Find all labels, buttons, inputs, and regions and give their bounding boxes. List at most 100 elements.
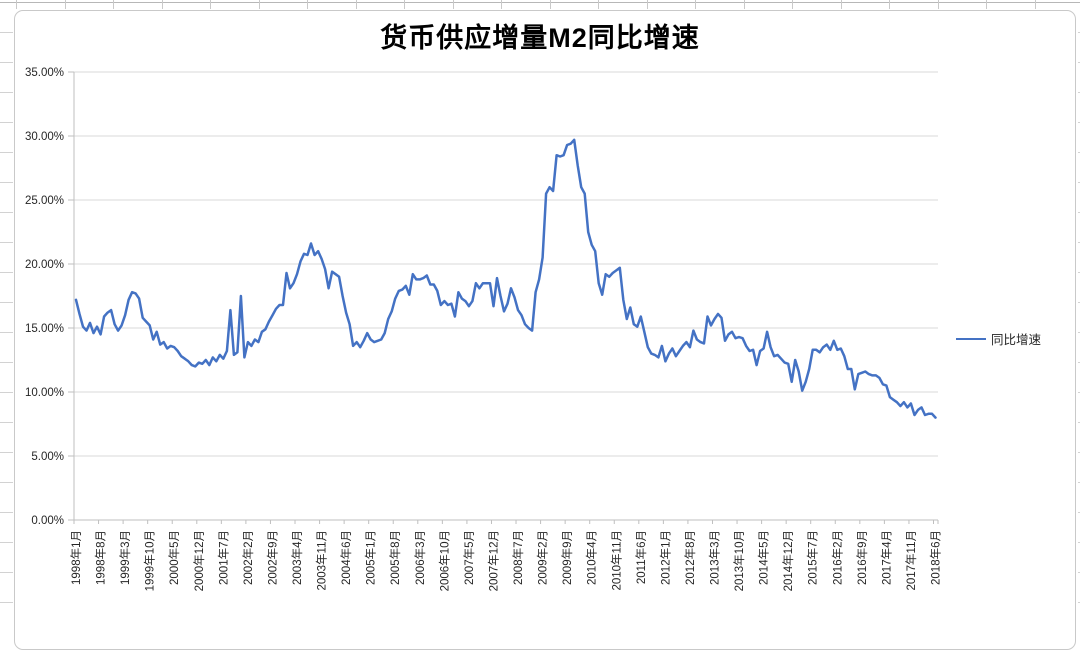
worksheet-row-gridline <box>0 392 13 393</box>
worksheet-row-gridline <box>1078 302 1080 303</box>
x-axis-label: 2006年10月 <box>437 530 451 591</box>
x-axis-label: 2009年2月 <box>536 530 550 585</box>
x-axis-label: 2004年6月 <box>339 530 353 585</box>
worksheet-row-gridline <box>1078 242 1080 243</box>
worksheet-row-gridline <box>0 32 13 33</box>
worksheet-column-gridline <box>1035 0 1036 9</box>
worksheet-row-gridline <box>0 422 13 423</box>
legend-line-sample-icon <box>956 337 986 340</box>
x-axis-label: 2012年8月 <box>683 530 697 585</box>
worksheet-row-gridline <box>0 512 13 513</box>
worksheet-row-gridline <box>1078 572 1080 573</box>
y-axis-label: 35.00% <box>25 67 64 79</box>
x-axis-label: 2000年5月 <box>167 530 181 585</box>
worksheet-row-gridline <box>0 482 13 483</box>
y-axis-label: 20.00% <box>25 259 64 271</box>
x-axis-label: 2009年9月 <box>560 530 574 585</box>
worksheet-row-gridline <box>0 302 13 303</box>
worksheet-row-gridline <box>1078 152 1080 153</box>
worksheet-row-gridline <box>0 122 13 123</box>
x-axis-label: 2015年7月 <box>806 530 820 585</box>
y-axis-label: 30.00% <box>25 131 64 143</box>
x-axis-label: 2007年5月 <box>462 530 476 585</box>
worksheet-row-gridline <box>1078 482 1080 483</box>
worksheet-column-gridline <box>356 0 357 9</box>
worksheet-row-gridline <box>0 602 13 603</box>
worksheet-column-gridline <box>453 0 454 9</box>
x-axis-label: 2002年2月 <box>241 530 255 585</box>
worksheet-row-gridline <box>1078 272 1080 273</box>
worksheet-column-gridline <box>162 0 163 9</box>
line-chart-plot-area: 0.00% 5.00% 10.00% 15.00% 20.00% 25.00% 30.00%… <box>25 67 943 591</box>
x-axis-label: 2005年1月 <box>364 530 378 585</box>
worksheet-column-gridline <box>550 0 551 9</box>
worksheet-row-gridline <box>0 572 13 573</box>
x-axis-label: 2008年7月 <box>511 530 525 585</box>
worksheet-row-gridline <box>0 272 13 273</box>
worksheet-row-gridline <box>1078 542 1080 543</box>
x-axis-label: 2005年8月 <box>388 530 402 585</box>
chart-title: 货币供应增量M2同比增速 <box>380 23 700 53</box>
worksheet-row-gridline <box>1078 62 1080 63</box>
worksheet-row-gridline <box>1078 182 1080 183</box>
x-axis-label: 2014年12月 <box>781 530 795 591</box>
worksheet-row-gridline <box>1078 212 1080 213</box>
worksheet-row-gridline <box>0 212 13 213</box>
worksheet-column-gridline <box>259 0 260 9</box>
worksheet-row-gridline <box>1078 452 1080 453</box>
worksheet-column-gridline <box>65 0 66 9</box>
x-axis-label: 2017年4月 <box>879 530 893 585</box>
x-axis-label: 1998年8月 <box>94 530 108 585</box>
chart-object-frame[interactable] <box>14 10 1076 650</box>
x-axis-label: 1998年1月 <box>69 530 83 585</box>
worksheet-row-gridline <box>0 242 13 243</box>
x-axis-label: 2016年2月 <box>830 530 844 585</box>
x-axis-label: 2001年7月 <box>216 530 230 585</box>
x-axis-label: 1999年10月 <box>143 530 157 591</box>
x-axis-label: 2011年6月 <box>634 530 648 584</box>
worksheet-row-gridline <box>0 332 13 333</box>
worksheet-column-gridline <box>113 0 114 9</box>
worksheet-row-gridline <box>1078 422 1080 423</box>
worksheet-row-gridline <box>1078 392 1080 393</box>
worksheet-column-gridline <box>647 0 648 9</box>
chart-legend[interactable]: 同比增速 <box>956 329 1041 348</box>
x-axis-label: 2017年11月 <box>904 530 918 591</box>
worksheet-row-gridline <box>0 2 1080 3</box>
worksheet-column-gridline <box>695 0 696 9</box>
x-axis-label: 2018年6月 <box>929 530 943 585</box>
worksheet-column-gridline <box>889 0 890 9</box>
worksheet-row-gridline <box>0 362 13 363</box>
worksheet-row-gridline <box>0 152 13 153</box>
worksheet-column-gridline <box>307 0 308 9</box>
worksheet-row-gridline <box>0 182 13 183</box>
x-axis-label: 2003年11月 <box>315 530 329 591</box>
x-axis-label: 2002年9月 <box>265 530 279 585</box>
x-axis-label: 2006年3月 <box>413 530 427 585</box>
legend-series-label: 同比增速 <box>991 333 1042 347</box>
worksheet-column-gridline <box>404 0 405 9</box>
y-axis-label: 5.00% <box>31 451 64 463</box>
worksheet-column-gridline <box>598 0 599 9</box>
worksheet-column-gridline <box>841 0 842 9</box>
x-axis-label: 2013年10月 <box>732 530 746 591</box>
y-axis-label: 15.00% <box>25 323 64 335</box>
worksheet-row-gridline <box>1078 602 1080 603</box>
worksheet-row-gridline <box>0 452 13 453</box>
x-axis-label: 2013年3月 <box>707 530 721 585</box>
worksheet-column-gridline <box>744 0 745 9</box>
x-axis-label: 2012年1月 <box>658 530 672 585</box>
y-axis-label: 10.00% <box>25 387 64 399</box>
x-axis-label: 2007年12月 <box>486 530 500 591</box>
worksheet-column-gridline <box>16 0 17 9</box>
data-series-line <box>74 138 937 419</box>
worksheet-column-gridline <box>210 0 211 9</box>
x-axis-label: 2000年12月 <box>192 530 206 591</box>
x-axis-label: 2010年4月 <box>585 530 599 585</box>
worksheet-row-gridline <box>0 542 13 543</box>
worksheet-column-gridline <box>986 0 987 9</box>
worksheet-row-gridline <box>0 92 13 93</box>
worksheet-row-gridline <box>1078 32 1080 33</box>
worksheet-row-gridline <box>1078 122 1080 123</box>
x-axis-label: 2014年5月 <box>757 530 771 585</box>
